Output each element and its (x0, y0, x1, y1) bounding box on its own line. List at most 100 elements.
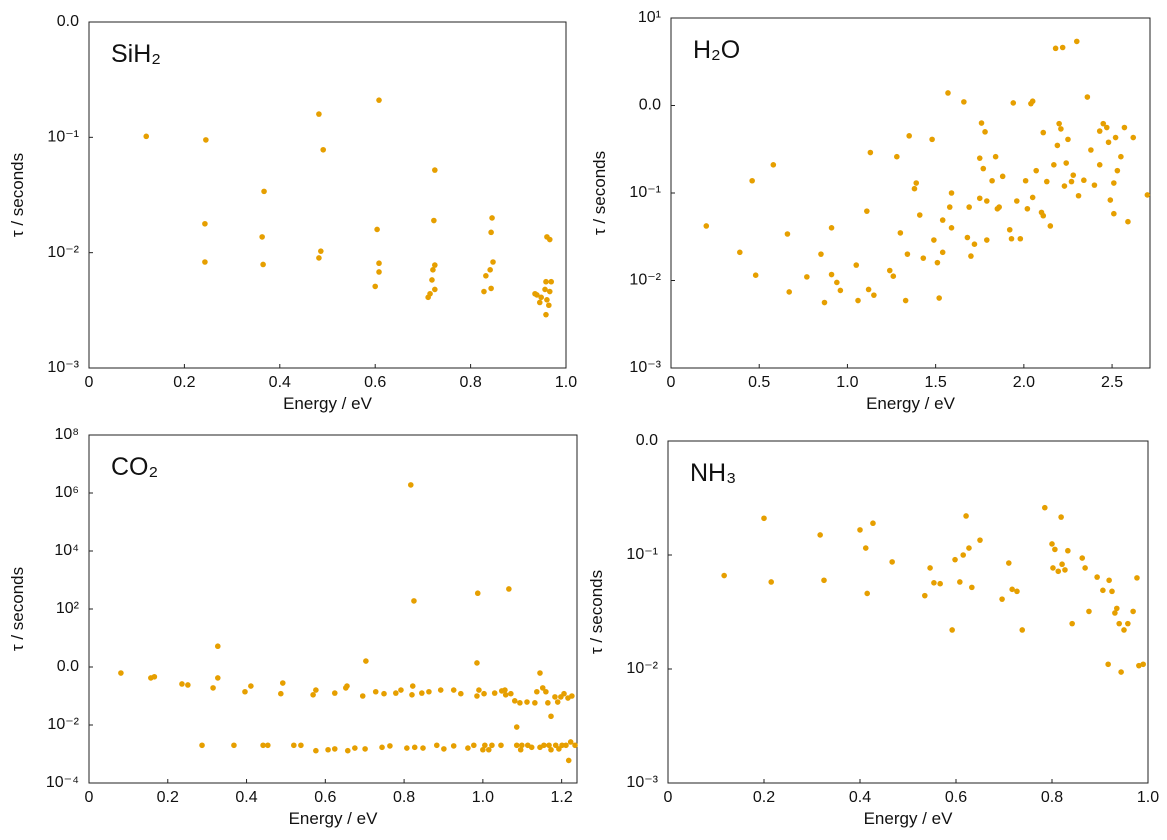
data-point (982, 129, 988, 135)
data-point (1058, 514, 1064, 520)
data-point (539, 685, 546, 691)
data-point (1065, 547, 1071, 554)
data-point (543, 311, 549, 318)
data-point (784, 231, 791, 237)
data-point (964, 234, 971, 241)
data-point (554, 699, 561, 705)
data-point (1061, 183, 1068, 189)
y-tick-label: 0.0 (639, 97, 661, 114)
data-point (179, 681, 185, 687)
data-point (1054, 142, 1061, 149)
data-point (865, 286, 872, 293)
y-tick-label: 10⁶ (55, 484, 79, 501)
data-point (517, 700, 523, 706)
y-axis-label: τ / seconds (587, 570, 606, 654)
data-point (1114, 605, 1120, 612)
panel-title: NH₃ (690, 459, 736, 487)
data-point (1082, 565, 1088, 571)
data-point (1073, 38, 1080, 45)
data-point (971, 241, 978, 247)
data-point (433, 742, 440, 749)
data-point (1047, 223, 1054, 229)
data-point (1043, 178, 1050, 185)
x-tick-label: 0.2 (753, 789, 775, 806)
data-point (1014, 588, 1020, 595)
data-point (259, 234, 265, 240)
data-point (538, 294, 544, 301)
data-point (721, 572, 727, 579)
x-tick-label: 2.0 (1013, 374, 1035, 391)
data-point (511, 698, 518, 704)
data-point (482, 742, 488, 749)
y-tick-label: 10⁻² (629, 272, 661, 289)
data-point (376, 97, 382, 103)
data-point (118, 670, 124, 676)
data-point (857, 527, 863, 533)
x-tick-label: 0.6 (945, 789, 967, 806)
data-point (532, 290, 538, 297)
y-axis-label: τ / seconds (8, 567, 27, 651)
data-point (563, 742, 569, 749)
x-axis-label: Energy / eV (864, 809, 953, 828)
x-tick-label: 0.6 (314, 789, 336, 806)
data-point (544, 297, 550, 303)
data-point (407, 482, 414, 488)
data-point (432, 167, 438, 173)
data-point (374, 226, 380, 233)
x-tick-label: 0.4 (235, 789, 257, 806)
data-point (556, 746, 562, 752)
data-point (1084, 94, 1091, 100)
data-point (489, 215, 495, 221)
x-tick-label: 0.8 (393, 789, 415, 806)
data-point (927, 565, 933, 571)
x-tick-label: 0.4 (269, 374, 291, 391)
data-point (817, 532, 823, 538)
data-point (260, 742, 266, 749)
data-point (889, 559, 895, 565)
data-point (260, 261, 266, 268)
panel-title: SiH₂ (111, 40, 161, 68)
data-point (291, 742, 297, 749)
data-point (1118, 669, 1124, 675)
data-point (1052, 546, 1058, 553)
data-point (352, 745, 358, 751)
data-point (929, 136, 935, 143)
data-point (761, 515, 767, 522)
data-point (481, 288, 487, 295)
data-point (202, 259, 208, 265)
x-tick-label: 0.8 (459, 374, 481, 391)
data-point (864, 590, 870, 597)
data-point (948, 190, 955, 196)
x-tick-label: 0.8 (1041, 789, 1063, 806)
data-point (902, 297, 909, 304)
data-point (870, 520, 876, 527)
data-point (821, 577, 827, 584)
data-point (1091, 182, 1098, 188)
data-point (517, 746, 524, 753)
data-point (980, 165, 987, 172)
data-point (508, 690, 514, 697)
y-tick-label: 10⁻² (47, 244, 79, 261)
y-tick-label: 10⁻⁴ (46, 774, 79, 791)
data-point (1068, 178, 1075, 185)
x-tick-label: 1.0 (472, 789, 494, 806)
data-point (1121, 627, 1127, 633)
data-point (1006, 226, 1013, 233)
x-tick-label: 1.5 (925, 374, 947, 391)
data-point (1052, 45, 1059, 52)
data-point (837, 287, 844, 294)
data-point (502, 691, 509, 698)
y-tick-label: 10⁻¹ (626, 546, 658, 563)
data-point (480, 746, 486, 753)
data-point (1112, 134, 1119, 141)
data-point (411, 744, 418, 751)
data-point (897, 230, 904, 236)
data-point (1019, 627, 1026, 633)
data-point (834, 279, 840, 286)
data-point (376, 260, 382, 267)
data-point (936, 295, 942, 301)
x-tick-label: 0.6 (364, 374, 386, 391)
data-point (1125, 218, 1131, 225)
x-tick-label: 0.2 (173, 374, 195, 391)
